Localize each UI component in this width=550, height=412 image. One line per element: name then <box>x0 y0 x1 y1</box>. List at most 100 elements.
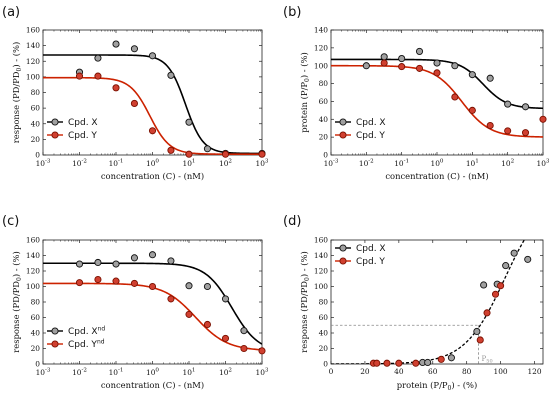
data-point <box>185 118 193 126</box>
y-axis-label-part: 0 <box>16 67 23 71</box>
y-tick-label: 100 <box>314 61 328 70</box>
x-axis-label-part: concentration (C) - (nM) <box>101 171 204 181</box>
data-point <box>483 309 491 317</box>
x-tick-label: 10-2 <box>359 159 374 169</box>
legend-marker <box>51 118 59 126</box>
data-point <box>373 359 381 367</box>
y-tick-label: 160 <box>314 236 328 245</box>
x-tick-label: 101 <box>466 159 479 169</box>
p50-base: P <box>482 355 487 363</box>
data-point <box>521 103 530 111</box>
x-tick-exponent: 2 <box>511 159 515 165</box>
x-tick-label: 10-3 <box>324 159 339 169</box>
legend-marker <box>339 118 347 126</box>
y-tick-label: 80 <box>319 298 329 307</box>
data-point <box>415 47 424 55</box>
y-tick-label: 100 <box>314 282 328 291</box>
data-point <box>502 262 510 270</box>
x-tick-exponent: 3 <box>265 368 269 374</box>
y-tick-label: 40 <box>319 115 329 124</box>
x-tick-exponent: 0 <box>440 159 444 165</box>
x-tick-label: 100 <box>431 159 444 169</box>
y-tick-label: 20 <box>319 133 329 142</box>
data-point <box>94 258 102 267</box>
data-point <box>521 129 530 137</box>
y-tick-label: 120 <box>26 267 40 276</box>
data-point <box>185 282 193 290</box>
x-tick-base: 10 <box>394 159 404 168</box>
data-point <box>148 282 157 291</box>
y-tick-label: 0 <box>35 151 40 160</box>
data-point <box>476 336 484 344</box>
data-point <box>130 99 138 107</box>
panel-letter: (a) <box>2 5 20 20</box>
data-point <box>480 281 488 289</box>
data-point <box>451 62 459 70</box>
x-tick-label: 40 <box>394 367 404 376</box>
data-point <box>130 254 138 262</box>
data-point <box>491 290 500 298</box>
data-point <box>380 59 388 67</box>
x-tick-label: 101 <box>183 368 196 378</box>
x-axis-label: concentration (C) - (nM) <box>101 380 204 390</box>
x-tick-exponent: -3 <box>45 368 51 374</box>
panel-letter: (c) <box>2 214 19 229</box>
y-axis-label-part: response (PD/PD <box>299 281 309 353</box>
data-point <box>437 355 445 363</box>
y-tick-label: 120 <box>314 267 328 276</box>
data-point <box>203 282 211 291</box>
y-axis-label: response (PD/PD0) - (%) <box>11 42 23 144</box>
data-point <box>468 71 476 79</box>
x-tick-label: 10-2 <box>72 159 87 169</box>
y-axis-label: response (PD/PD0) - (%) <box>299 251 311 353</box>
legend-label: Cpd. X <box>68 118 98 128</box>
y-axis-label: response (PD/PD0) - (%) <box>11 251 23 353</box>
legend-label: Cpd. Y <box>356 257 385 267</box>
y-axis-label: protein (P/P0) - (%) <box>299 52 311 133</box>
data-point <box>524 255 532 263</box>
x-tick-exponent: -2 <box>81 368 87 374</box>
data-point <box>130 279 138 287</box>
data-point <box>486 121 494 130</box>
x-tick-base: 10 <box>109 368 119 377</box>
panel-letter: (d) <box>283 214 301 229</box>
data-point <box>167 146 175 154</box>
y-axis-label-part: ) - (%) <box>299 52 309 78</box>
data-point <box>451 93 459 101</box>
y-tick-label: 120 <box>314 43 328 52</box>
data-point <box>433 69 441 77</box>
x-tick-exponent: 2 <box>228 159 232 165</box>
x-tick-label: 100 <box>146 159 159 169</box>
y-axis-label-part: 0 <box>304 277 311 281</box>
y-axis-label-part: response (PD/PD <box>11 71 21 143</box>
data-point <box>412 359 420 367</box>
x-tick-label: 10-3 <box>36 368 51 378</box>
y-tick-label: 0 <box>35 360 40 369</box>
x-tick-base: 10 <box>466 159 476 168</box>
legend-marker <box>339 131 347 139</box>
data-point <box>504 100 512 108</box>
y-tick-label: 140 <box>314 251 328 260</box>
x-tick-exponent: 3 <box>546 159 550 165</box>
data-point <box>112 40 120 48</box>
data-point <box>380 53 388 61</box>
legend-marker <box>339 257 347 265</box>
x-tick-base: 10 <box>183 159 193 168</box>
y-tick-label: 40 <box>319 329 329 338</box>
legend-label: Cpd. X <box>356 118 386 128</box>
legend-marker <box>51 340 59 348</box>
data-point <box>258 347 266 355</box>
y-tick-label: 0 <box>323 151 328 160</box>
data-point <box>112 260 120 268</box>
x-tick-label: 103 <box>256 159 269 169</box>
legend-marker <box>339 244 347 252</box>
y-axis-label-part: ) - (%) <box>11 251 21 277</box>
x-tick-exponent: -1 <box>118 368 123 374</box>
data-point <box>415 64 424 72</box>
data-point <box>148 52 157 60</box>
data-point <box>258 150 266 158</box>
data-point <box>148 251 157 259</box>
